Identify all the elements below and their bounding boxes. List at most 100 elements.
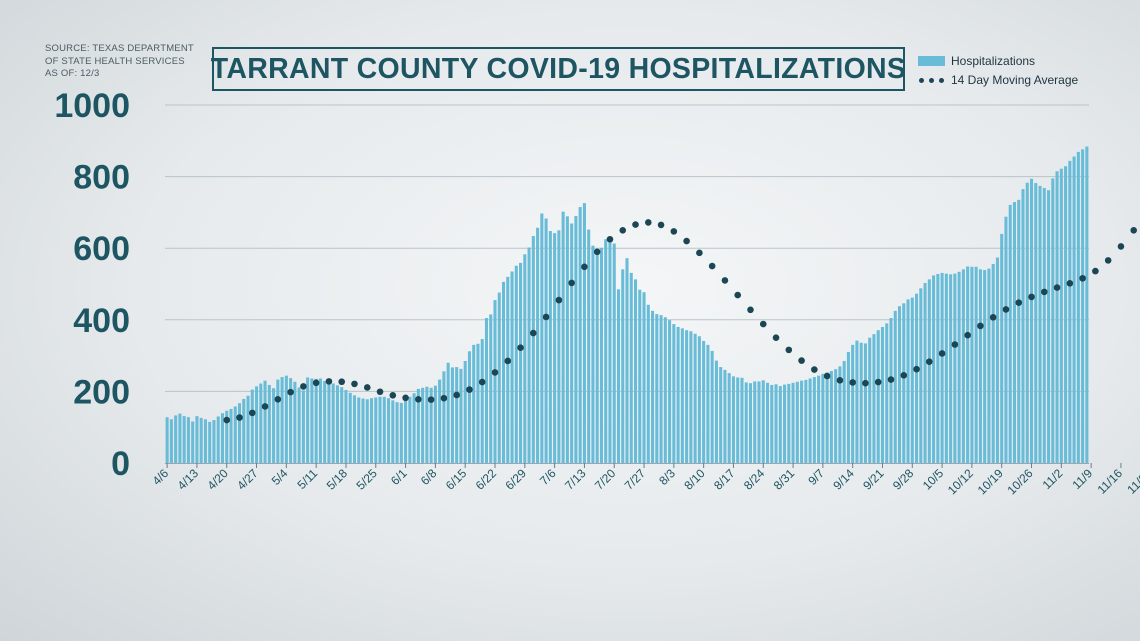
bar (455, 367, 459, 463)
moving-average-point (568, 279, 575, 287)
bar (493, 300, 497, 463)
moving-average-point (1066, 279, 1074, 287)
bar (923, 282, 927, 463)
chart-legend: Hospitalizations 14 Day Moving Average (918, 52, 1078, 90)
moving-average-point (389, 392, 397, 399)
x-tick-label: 9/28 (890, 466, 917, 493)
bar (174, 415, 178, 463)
bar (306, 377, 310, 463)
bar (863, 343, 867, 463)
moving-average-point (1130, 227, 1138, 234)
bar (357, 397, 361, 463)
bar (318, 378, 322, 463)
bar (970, 266, 974, 463)
bar (331, 383, 335, 463)
moving-average-point (223, 416, 231, 424)
bar (293, 381, 297, 463)
bar (199, 417, 203, 463)
bar (629, 272, 633, 463)
bar (812, 377, 816, 463)
moving-average-point (427, 396, 435, 403)
moving-average-point (1092, 267, 1099, 275)
y-tick-label: 600 (73, 230, 130, 268)
x-tick-label: 5/4 (269, 466, 291, 488)
x-tick-label: 5/18 (324, 466, 351, 493)
bar (1042, 188, 1046, 463)
bar (1029, 178, 1034, 463)
bar (744, 382, 748, 463)
bar (203, 419, 207, 463)
bar (1085, 146, 1089, 463)
moving-average-point (759, 320, 767, 328)
bar (1021, 189, 1025, 463)
moving-average-line (223, 219, 1138, 424)
bar (484, 318, 489, 463)
bar (697, 336, 701, 463)
moving-average-point (1002, 306, 1010, 313)
bar (391, 400, 395, 463)
bar (927, 279, 931, 463)
bar (825, 372, 829, 463)
x-tick-label: 4/27 (234, 466, 261, 493)
bar (212, 420, 216, 463)
bar (642, 292, 646, 463)
bar (233, 406, 237, 463)
bar (736, 377, 740, 463)
bar (565, 216, 569, 463)
bar (880, 326, 885, 463)
x-tick-label: 9/7 (805, 466, 827, 488)
bar (510, 271, 514, 463)
bar (668, 320, 672, 463)
bar (919, 288, 923, 463)
bar (587, 229, 591, 463)
bar (685, 330, 689, 463)
bar (966, 266, 970, 463)
bar (834, 369, 838, 463)
bar (463, 360, 467, 463)
bar (506, 276, 510, 463)
bar (374, 397, 378, 463)
bar (855, 340, 859, 463)
bar (1081, 149, 1085, 463)
legend-bar-swatch (918, 56, 945, 66)
bar (604, 239, 608, 463)
moving-average-point (874, 378, 882, 386)
bar (540, 213, 544, 463)
bar (263, 380, 267, 463)
x-tick-label: 4/20 (204, 466, 231, 493)
bar (787, 383, 791, 463)
bar (536, 227, 540, 463)
bar (978, 269, 982, 463)
bar (987, 268, 991, 463)
x-tick-label: 7/27 (622, 466, 649, 493)
moving-average-point (1117, 243, 1125, 250)
bar (791, 382, 795, 463)
moving-average-point (440, 394, 448, 402)
moving-average-point (619, 227, 627, 234)
bar (608, 239, 612, 463)
bar (327, 381, 331, 463)
bar (237, 403, 242, 463)
moving-average-point (798, 357, 805, 364)
bar (225, 410, 229, 463)
moving-average-point (466, 386, 473, 393)
bar (1064, 166, 1068, 463)
moving-average-point (312, 379, 320, 387)
x-tick-label: 10/12 (945, 466, 976, 497)
bar (519, 262, 523, 463)
bar (242, 398, 246, 463)
moving-average-point (951, 341, 959, 348)
bar (408, 396, 412, 463)
moving-average-point (696, 249, 703, 257)
bar (267, 384, 271, 463)
bar (195, 416, 199, 463)
x-tick-label: 6/29 (503, 466, 530, 493)
bar (800, 380, 804, 463)
bar (740, 377, 744, 463)
bar (902, 303, 906, 463)
moving-average-point (989, 313, 997, 321)
moving-average-point (644, 219, 652, 226)
bar (1017, 199, 1021, 463)
moving-average-point (938, 350, 946, 357)
